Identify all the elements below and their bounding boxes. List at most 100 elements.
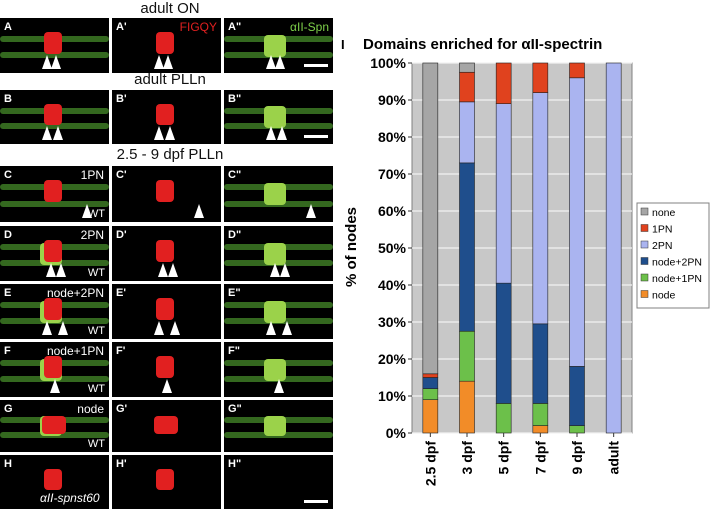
micrograph-panel: E' bbox=[112, 284, 221, 339]
arrowhead-icon bbox=[154, 126, 164, 140]
bar-segment bbox=[569, 366, 585, 426]
bar-segment bbox=[422, 373, 439, 378]
bar-segment bbox=[422, 62, 439, 375]
legend-label: 2PN bbox=[652, 240, 672, 252]
micrograph-panel: A bbox=[0, 18, 109, 73]
panel-label: D' bbox=[116, 229, 127, 241]
panel-label: G" bbox=[228, 403, 242, 415]
y-tick-label: 10% bbox=[378, 388, 407, 404]
bar-segment bbox=[532, 403, 549, 426]
bar-segment bbox=[495, 403, 512, 434]
bar-segment bbox=[532, 62, 549, 93]
y-tick-label: 20% bbox=[378, 351, 407, 367]
y-tick-label: 0% bbox=[386, 425, 407, 441]
genotype-label: WT bbox=[87, 438, 105, 450]
figqy-signal bbox=[156, 297, 174, 320]
micrograph-panel: A' FIGQY bbox=[112, 18, 221, 73]
arrowhead-icon bbox=[154, 321, 164, 335]
figqy-signal bbox=[44, 297, 62, 320]
arrowhead-icon bbox=[165, 126, 175, 140]
arrowhead-icon bbox=[266, 126, 276, 140]
condition-label: node+1PN bbox=[46, 344, 104, 358]
genotype-label: WT bbox=[87, 383, 105, 395]
micrograph-panel: B' bbox=[112, 90, 221, 144]
x-tick-label: 9 dpf bbox=[569, 441, 585, 475]
panel-label: A bbox=[4, 21, 12, 33]
stain-label: αII-Spn bbox=[290, 20, 329, 34]
legend-swatch bbox=[640, 240, 649, 249]
micrograph-panel: F" bbox=[224, 342, 333, 397]
panel-label: C" bbox=[228, 169, 242, 181]
micrograph-panel: C' bbox=[112, 166, 221, 222]
panel-label: B" bbox=[228, 93, 242, 105]
bar-segment bbox=[422, 377, 439, 389]
bar-segment bbox=[459, 71, 475, 103]
micrograph-panel: E" bbox=[224, 284, 333, 339]
micrograph-panel: D" bbox=[224, 226, 333, 281]
arrowhead-icon bbox=[170, 321, 180, 335]
spectrin-signal bbox=[264, 242, 286, 265]
arrowhead-icon bbox=[162, 379, 172, 393]
bar-segment bbox=[495, 62, 512, 105]
x-tick-label: 5 dpf bbox=[496, 441, 512, 475]
x-tick-label: 7 dpf bbox=[532, 441, 548, 475]
genotype-label: WT bbox=[87, 325, 105, 337]
figqy-signal bbox=[156, 355, 174, 378]
micrograph-panel: H' bbox=[112, 455, 221, 509]
genotype-label: WT bbox=[87, 208, 105, 220]
bar-segment bbox=[569, 62, 585, 79]
x-tick-label: 3 dpf bbox=[459, 441, 475, 475]
figqy-signal bbox=[44, 103, 62, 126]
legend-label: node+2PN bbox=[652, 257, 702, 269]
scale-bar bbox=[304, 500, 328, 503]
panel-label: D" bbox=[228, 229, 242, 241]
panel-label: E' bbox=[116, 287, 126, 299]
arrowhead-icon bbox=[42, 321, 52, 335]
panel-label: H' bbox=[116, 458, 127, 470]
micrograph-panel: B" bbox=[224, 90, 333, 144]
micrograph-panel: D 2PN WT bbox=[0, 226, 109, 281]
panel-label: E bbox=[4, 287, 12, 299]
bar-segment bbox=[459, 330, 475, 382]
figqy-signal bbox=[44, 468, 62, 491]
panel-label: B' bbox=[116, 93, 127, 105]
spectrin-signal bbox=[264, 300, 286, 323]
bar-segment bbox=[459, 62, 475, 73]
scale-bar bbox=[304, 64, 328, 67]
bar-segment bbox=[495, 103, 512, 284]
micrograph-panel: C" bbox=[224, 166, 333, 222]
panel-label: D bbox=[4, 229, 12, 241]
panel-label: G bbox=[4, 403, 13, 415]
arrowhead-icon bbox=[163, 55, 173, 69]
condition-label: node+2PN bbox=[46, 286, 104, 300]
bar-segment bbox=[459, 162, 475, 332]
figqy-signal bbox=[156, 180, 174, 203]
scale-bar bbox=[304, 135, 328, 138]
legend-label: node bbox=[652, 290, 676, 302]
legend-swatch bbox=[640, 224, 649, 232]
x-tick-label: 2.5 dpf bbox=[422, 441, 438, 486]
y-tick-label: 60% bbox=[378, 203, 407, 219]
bar-segment bbox=[422, 388, 439, 401]
arrowhead-icon bbox=[282, 321, 292, 335]
legend-label: none bbox=[652, 207, 676, 219]
arrowhead-icon bbox=[154, 55, 164, 69]
panel-label: F' bbox=[116, 345, 126, 357]
arrowhead-icon bbox=[277, 126, 287, 140]
arrowhead-icon bbox=[46, 263, 56, 277]
y-tick-label: 30% bbox=[378, 314, 407, 330]
spectrin-signal bbox=[264, 415, 286, 437]
arrowhead-icon bbox=[56, 263, 66, 277]
arrowhead-icon bbox=[58, 321, 68, 335]
y-tick-label: 90% bbox=[378, 92, 407, 108]
arrowhead-icon bbox=[270, 263, 280, 277]
legend-box bbox=[636, 202, 710, 309]
legend-swatch bbox=[640, 207, 649, 216]
panel-label: H bbox=[4, 458, 12, 470]
arrowhead-icon bbox=[168, 263, 178, 277]
arrowhead-icon bbox=[275, 55, 285, 69]
plot-area bbox=[411, 62, 633, 434]
arrowhead-icon bbox=[194, 204, 204, 218]
panel-label: A" bbox=[228, 21, 242, 33]
